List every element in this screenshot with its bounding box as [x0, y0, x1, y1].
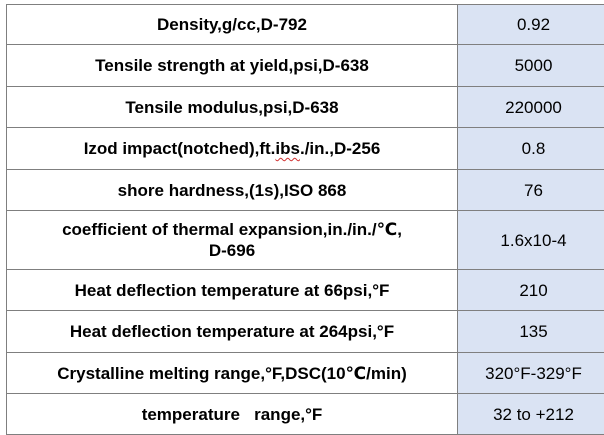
table-row: Tensile strength at yield,psi,D-638 5000	[7, 45, 604, 87]
property-value[interactable]: 210	[458, 270, 604, 311]
label-line-1: coefficient of thermal expansion,in./in.…	[62, 220, 402, 239]
property-value[interactable]: 135	[458, 311, 604, 353]
table-row: shore hardness,(1s),ISO 868 76	[7, 170, 604, 211]
property-value[interactable]: 320°F-329°F	[458, 353, 604, 394]
property-label[interactable]: Crystalline melting range,°F,DSC(10℃/min…	[7, 353, 458, 394]
table-row: Heat deflection temperature at 264psi,°F…	[7, 311, 604, 353]
label-text-start: Izod impact(notched),ft.	[84, 139, 276, 158]
property-label[interactable]: coefficient of thermal expansion,in./in.…	[7, 211, 458, 270]
table-row: Crystalline melting range,°F,DSC(10℃/min…	[7, 353, 604, 394]
properties-table: Density,g/cc,D-792 0.92 Tensile strength…	[6, 4, 604, 435]
table-row: Izod impact(notched),ft.ibs./in.,D-256 0…	[7, 128, 604, 170]
property-label[interactable]: shore hardness,(1s),ISO 868	[7, 170, 458, 211]
property-value[interactable]: 0.8	[458, 128, 604, 170]
property-value[interactable]: 0.92	[458, 5, 604, 45]
property-label[interactable]: temperature range,°F	[7, 394, 458, 435]
label-line-2: D-696	[209, 241, 255, 260]
table-row: Heat deflection temperature at 66psi,°F …	[7, 270, 604, 311]
table-row: coefficient of thermal expansion,in./in.…	[7, 211, 604, 270]
table-row: Density,g/cc,D-792 0.92	[7, 5, 604, 45]
property-label[interactable]: Density,g/cc,D-792	[7, 5, 458, 45]
property-label[interactable]: Tensile strength at yield,psi,D-638	[7, 45, 458, 87]
table-row: Tensile modulus,psi,D-638 220000	[7, 87, 604, 128]
property-value[interactable]: 32 to +212	[458, 394, 604, 435]
property-label[interactable]: Tensile modulus,psi,D-638	[7, 87, 458, 128]
property-label[interactable]: Heat deflection temperature at 66psi,°F	[7, 270, 458, 311]
property-label[interactable]: Heat deflection temperature at 264psi,°F	[7, 311, 458, 353]
properties-sheet: Density,g/cc,D-792 0.92 Tensile strength…	[6, 4, 599, 435]
property-value[interactable]: 5000	[458, 45, 604, 87]
label-text-end: ./in.,D-256	[300, 139, 380, 158]
property-label[interactable]: Izod impact(notched),ft.ibs./in.,D-256	[7, 128, 458, 170]
property-value[interactable]: 1.6x10-4	[458, 211, 604, 270]
spellcheck-flagged-word: ibs	[275, 139, 300, 158]
table-row: temperature range,°F 32 to +212	[7, 394, 604, 435]
property-value[interactable]: 76	[458, 170, 604, 211]
property-value[interactable]: 220000	[458, 87, 604, 128]
